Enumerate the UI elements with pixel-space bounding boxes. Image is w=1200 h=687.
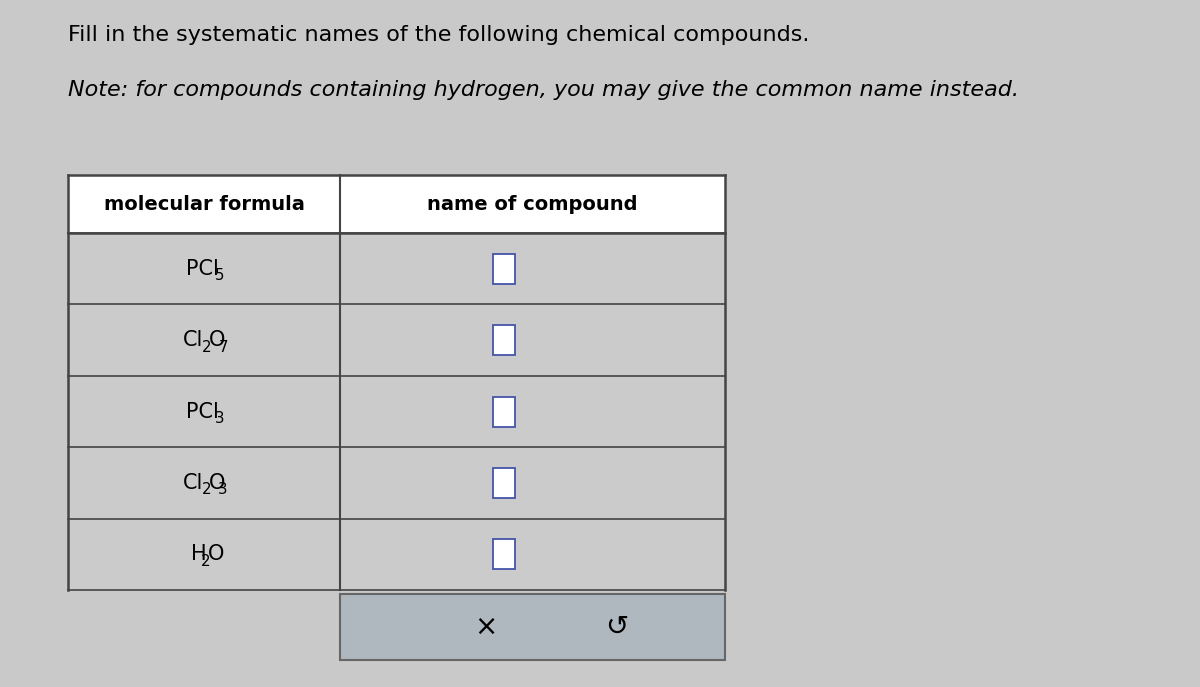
Text: Cl: Cl — [182, 330, 203, 350]
Text: Cl: Cl — [182, 473, 203, 493]
Text: Fill in the systematic names of the following chemical compounds.: Fill in the systematic names of the foll… — [68, 25, 809, 45]
Text: ↺: ↺ — [606, 613, 629, 641]
Text: O: O — [209, 330, 226, 350]
Text: name of compound: name of compound — [427, 194, 637, 214]
Text: O: O — [208, 544, 224, 564]
FancyBboxPatch shape — [492, 325, 515, 355]
Text: 7: 7 — [218, 339, 228, 354]
FancyBboxPatch shape — [492, 254, 515, 284]
Text: Note: for compounds containing hydrogen, you may give the common name instead.: Note: for compounds containing hydrogen,… — [68, 80, 1019, 100]
Polygon shape — [68, 175, 725, 590]
Text: 3: 3 — [215, 411, 224, 426]
Text: 2: 2 — [202, 339, 211, 354]
Text: H: H — [191, 544, 206, 564]
Text: PCl: PCl — [186, 259, 220, 279]
FancyBboxPatch shape — [492, 539, 515, 570]
Polygon shape — [68, 175, 725, 233]
FancyBboxPatch shape — [492, 468, 515, 498]
FancyBboxPatch shape — [340, 594, 725, 660]
Text: 2: 2 — [202, 482, 211, 497]
Text: 2: 2 — [200, 554, 210, 569]
Text: O: O — [209, 473, 226, 493]
Text: ×: × — [475, 613, 498, 641]
Text: PCl: PCl — [186, 401, 220, 422]
FancyBboxPatch shape — [492, 396, 515, 427]
Text: molecular formula: molecular formula — [103, 194, 305, 214]
Text: 3: 3 — [218, 482, 228, 497]
Text: 5: 5 — [215, 268, 224, 283]
